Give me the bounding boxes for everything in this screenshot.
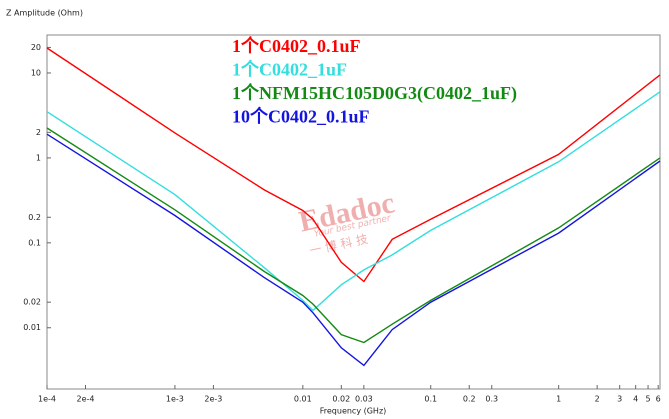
y-tick-label: 20 [31,43,41,52]
x-tick-label: 2e-4 [77,395,95,404]
x-tick-label: 1 [556,395,561,404]
series-line [46,127,661,344]
x-tick-label: 1e-3 [166,395,184,404]
y-tick-label: 1 [36,153,41,162]
x-tick-label: 2 [595,395,600,404]
series-line [46,91,661,312]
legend-entry: 1个C0402_0.1uF [232,35,361,56]
y-tick-label: 10 [31,68,41,77]
x-tick-label: 5 [646,395,651,404]
y-tick-label: 0.2 [28,213,41,222]
y-tick-label: 0.02 [23,298,41,307]
x-tick-label: 0.03 [355,395,373,404]
plot-frame [46,34,661,390]
x-tick-label: 0.1 [424,395,437,404]
x-tick-label: 0.01 [294,395,312,404]
y-tick-label: 2 [36,128,41,137]
x-tick-label: 4 [633,395,638,404]
x-tick-label: 0.2 [463,395,476,404]
y-axis-title: Z Amplitude (Ohm) [6,9,83,18]
x-axis-title: Frequency (GHz) [320,407,387,416]
legend-entry: 1个NFM15HC105D0G3(C0402_1uF) [232,82,517,104]
x-tick-label: 1e-4 [38,395,56,404]
y-tick-label: 0.1 [28,238,41,247]
series-line [46,47,661,283]
y-tick-label: 0.01 [23,323,41,332]
series-line [46,133,661,367]
legend-entry: 1个C0402_1uF [232,59,347,80]
legend-entry: 10个C0402_0.1uF [232,106,370,127]
x-tick-label: 2e-3 [204,395,222,404]
x-tick-label: 6 [656,395,661,404]
x-tick-label: 0.02 [332,395,350,404]
x-tick-label: 0.3 [485,395,498,404]
x-tick-label: 3 [617,395,622,404]
